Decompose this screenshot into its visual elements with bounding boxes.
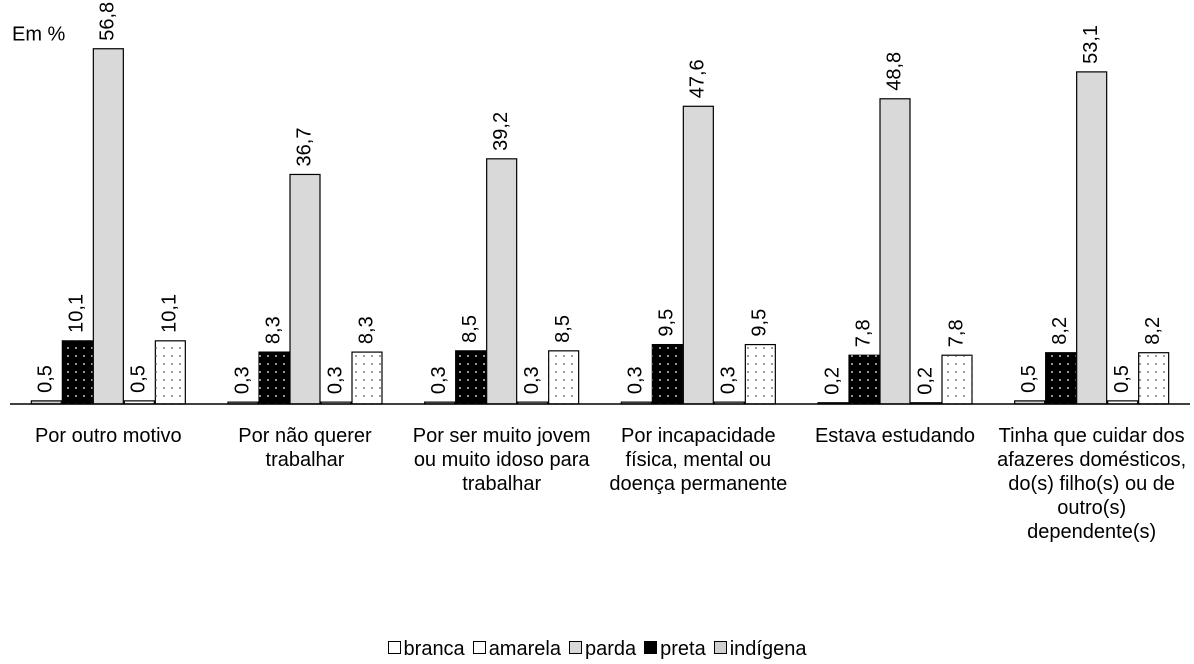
- bar: [486, 158, 518, 405]
- value-label: 0,3: [324, 366, 346, 394]
- legend-item: preta: [644, 638, 706, 661]
- value-label: 7,8: [852, 319, 874, 347]
- value-label: 0,2: [914, 367, 936, 395]
- x-tick-label: Por outro motivo: [34, 425, 182, 447]
- bar-dots: [548, 350, 579, 404]
- legend-swatch: [472, 641, 486, 654]
- value-label: 0,5: [128, 365, 150, 393]
- bar-fill: [92, 48, 124, 405]
- value-label: 8,5: [552, 315, 574, 343]
- bar: [455, 350, 487, 405]
- value-label: 53,1: [1080, 25, 1102, 64]
- value-label: 10,1: [66, 294, 88, 333]
- legend-swatch: [568, 641, 582, 654]
- value-label: 7,8: [945, 319, 967, 347]
- value-label: 0,3: [625, 366, 647, 394]
- legend-item: amarela: [472, 638, 561, 661]
- value-label: 36,7: [293, 128, 315, 167]
- bar: [941, 354, 973, 405]
- value-label: 0,3: [428, 366, 450, 394]
- bar: [258, 351, 290, 405]
- bar-dots: [155, 340, 186, 404]
- value-label: 0,3: [718, 366, 740, 394]
- bar-fill: [879, 98, 911, 405]
- bar-fill: [486, 158, 518, 405]
- legend-label: branca: [403, 638, 465, 660]
- legend-item: parda: [568, 638, 637, 661]
- value-label: 47,6: [687, 59, 709, 98]
- x-tick-label: Por incapacidade física, mental ou doenç…: [609, 425, 788, 495]
- value-label: 0,2: [821, 367, 843, 395]
- value-label: 56,8: [97, 2, 119, 41]
- bar-dots: [1138, 352, 1169, 404]
- value-label: 48,8: [883, 52, 905, 91]
- value-label: 0,5: [1018, 365, 1040, 393]
- legend-swatch: [713, 641, 727, 654]
- legend-item: branca: [387, 638, 465, 661]
- x-tick-label: Tinha que cuidar dos afazeres domésticos…: [997, 425, 1187, 543]
- bar-dots: [745, 344, 776, 404]
- value-label: 8,3: [355, 316, 377, 344]
- bar: [848, 354, 880, 405]
- bar: [682, 105, 714, 405]
- bar-fill: [289, 173, 321, 405]
- legend-item: indígena: [713, 638, 807, 661]
- value-label: 8,2: [1142, 317, 1164, 345]
- bar: [1138, 352, 1170, 405]
- bar: [879, 98, 911, 405]
- bar-dots: [455, 350, 486, 404]
- bar-dots: [259, 352, 289, 404]
- value-label: 0,5: [35, 365, 57, 393]
- bar: [1076, 71, 1108, 405]
- bar-dots: [849, 355, 879, 404]
- legend-swatch: [644, 641, 658, 654]
- value-label: 9,5: [656, 309, 678, 337]
- bar: [92, 48, 124, 405]
- value-label: 8,3: [262, 316, 284, 344]
- bar-fill: [682, 105, 714, 405]
- subtitle: Em %: [12, 23, 66, 45]
- bar: [651, 343, 683, 405]
- legend: branca amarela parda preta indígena: [0, 638, 1194, 661]
- value-label: 0,3: [521, 366, 543, 394]
- legend-swatch: [387, 641, 401, 654]
- bar-fill: [1076, 71, 1108, 405]
- bar-dots: [1045, 352, 1076, 404]
- x-tick-label: Por não querer trabalhar: [238, 425, 372, 471]
- bar-dots: [352, 352, 382, 404]
- legend-label: preta: [660, 638, 706, 660]
- bar: [351, 351, 383, 405]
- bar: [744, 343, 776, 405]
- value-label: 9,5: [749, 309, 771, 337]
- legend-label: parda: [584, 638, 637, 660]
- value-label: 8,5: [459, 315, 481, 343]
- value-label: 10,1: [159, 294, 181, 333]
- bar: [61, 340, 93, 405]
- bar: [548, 350, 580, 405]
- bar: [154, 340, 186, 405]
- value-label: 39,2: [490, 112, 512, 151]
- legend-label: indígena: [729, 638, 807, 660]
- value-label: 0,3: [231, 366, 253, 394]
- bar: [289, 173, 321, 405]
- bar-dots: [942, 355, 972, 404]
- legend-label: amarela: [488, 638, 561, 660]
- bar: [1045, 352, 1077, 405]
- value-label: 0,5: [1111, 365, 1133, 393]
- value-label: 8,2: [1049, 317, 1071, 345]
- x-tick-label: Por ser muito jovem ou muito idoso para …: [412, 425, 591, 495]
- bar-dots: [62, 340, 93, 404]
- x-tick-label: Estava estudando: [814, 425, 976, 447]
- bar-dots: [652, 344, 683, 404]
